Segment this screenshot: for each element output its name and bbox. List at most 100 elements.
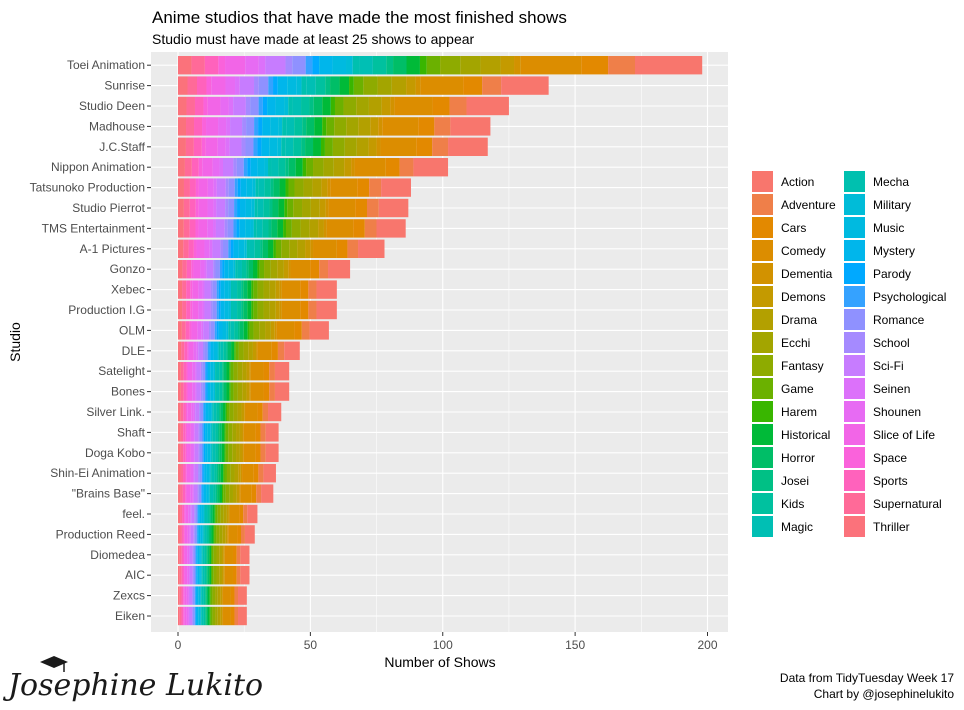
- bar-segment: [256, 484, 262, 503]
- bar-segment: [359, 56, 373, 75]
- bar-segment: [193, 423, 195, 442]
- bar-segment: [265, 56, 286, 75]
- bar-segment: [221, 566, 224, 585]
- bar-segment: [209, 341, 211, 360]
- bar-segment: [251, 300, 254, 320]
- bar-segment: [206, 566, 208, 585]
- bar-segment: [211, 464, 215, 483]
- bar-segment: [216, 382, 220, 401]
- bar-segment: [188, 586, 190, 605]
- bar-segment: [265, 423, 279, 442]
- bar-segment: [241, 260, 247, 279]
- bar-segment: [216, 280, 219, 299]
- bar-segment: [239, 321, 244, 340]
- bar-segment: [178, 137, 186, 156]
- bar-segment: [207, 362, 211, 381]
- bar-segment: [233, 239, 239, 258]
- bar-segment: [257, 198, 264, 218]
- bar-segment: [426, 56, 441, 75]
- bar-segment: [194, 96, 204, 116]
- bar-segment: [501, 76, 549, 95]
- bar-segment: [190, 300, 193, 320]
- bar-segment: [209, 586, 211, 605]
- bar-segment: [203, 443, 206, 462]
- bar-segment: [242, 443, 244, 462]
- y-tick-label: Doga Kobo: [85, 446, 145, 460]
- bar-segment: [223, 239, 229, 258]
- bar-segment: [219, 382, 223, 401]
- bar-segment: [312, 178, 322, 197]
- bar-segment: [245, 56, 259, 75]
- bar-segment: [210, 566, 212, 585]
- bar-segment: [239, 76, 255, 95]
- bar-segment: [178, 219, 184, 238]
- bar-segment: [198, 219, 208, 238]
- bar-segment: [194, 464, 199, 483]
- bar-segment: [313, 239, 337, 258]
- bar-segment: [178, 464, 181, 483]
- bar-segment: [236, 566, 241, 585]
- bar-segment: [269, 382, 275, 401]
- bar-segment: [225, 198, 229, 218]
- bar-segment: [214, 464, 217, 483]
- bar-segment: [179, 525, 182, 544]
- bar-segment: [243, 504, 248, 524]
- bar-segment: [332, 56, 347, 75]
- bar-segment: [230, 117, 243, 136]
- legend-swatch: [844, 378, 865, 399]
- bar-segment: [321, 178, 328, 197]
- bar-segment: [203, 484, 207, 503]
- bar-segment: [183, 566, 185, 585]
- legend-swatch: [752, 470, 773, 491]
- bar-segment: [325, 198, 329, 218]
- bar-segment: [254, 117, 259, 136]
- bar-segment: [268, 402, 282, 422]
- legend-label: Harem: [781, 405, 817, 419]
- x-tick-label: 200: [697, 638, 717, 652]
- bar-segment: [192, 280, 199, 299]
- signature-logo: Josephine Lukito: [2, 656, 263, 703]
- bar-segment: [228, 280, 231, 299]
- bar-segment: [178, 76, 188, 95]
- bar-segment: [241, 137, 246, 156]
- bar-segment: [399, 158, 414, 177]
- bar: [178, 76, 549, 95]
- bar-segment: [203, 586, 206, 605]
- bar-segment: [210, 423, 212, 442]
- bar-segment: [198, 423, 200, 442]
- bar-segment: [211, 443, 213, 462]
- bar-segment: [274, 362, 290, 381]
- bar-segment: [328, 198, 356, 218]
- bar-segment: [202, 382, 206, 401]
- bar: [178, 198, 409, 218]
- bar-segment: [206, 484, 209, 503]
- bar-segment: [192, 606, 194, 626]
- bar-segment: [257, 300, 264, 320]
- bar: [178, 260, 351, 279]
- bar-segment: [208, 402, 212, 422]
- bar-segment: [178, 484, 181, 503]
- bar-segment: [213, 362, 216, 381]
- bar-segment: [219, 443, 222, 462]
- bar-segment: [229, 402, 234, 422]
- bar-segment: [306, 117, 315, 136]
- bar-segment: [251, 280, 254, 299]
- bar-segment: [279, 280, 282, 299]
- bar-segment: [284, 341, 300, 360]
- bar-segment: [194, 423, 199, 442]
- bar: [178, 178, 411, 197]
- bar-segment: [302, 117, 307, 136]
- bar-segment: [238, 606, 247, 626]
- bar-segment: [216, 525, 220, 544]
- bar-segment: [183, 545, 185, 564]
- bar-segment: [244, 525, 255, 544]
- bar-segment: [326, 117, 335, 136]
- bar-segment: [229, 382, 231, 401]
- bar-segment: [300, 300, 309, 320]
- bar-segment: [357, 178, 370, 197]
- bar-segment: [204, 464, 207, 483]
- legend-item: Supernatural: [844, 493, 942, 514]
- bar-segment: [210, 280, 213, 299]
- bar-segment: [212, 504, 215, 524]
- legend-label: Psychological: [873, 290, 946, 304]
